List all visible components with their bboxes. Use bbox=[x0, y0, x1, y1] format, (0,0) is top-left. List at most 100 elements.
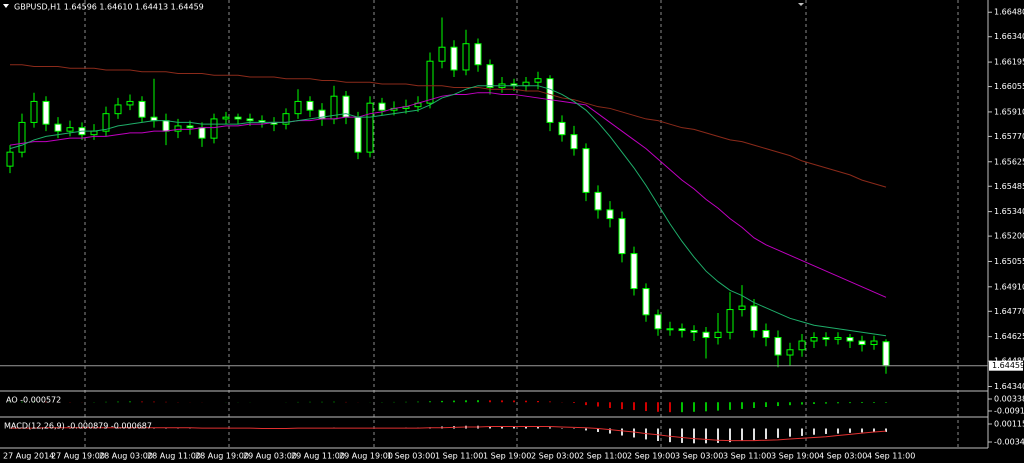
x-tick-label: 3 Sep 11:00 bbox=[723, 452, 771, 461]
current-price-box bbox=[989, 360, 1023, 371]
indicator-title: AO -0.000572 bbox=[6, 396, 61, 405]
indicator-line bbox=[9, 92, 887, 298]
candle-body bbox=[438, 46, 446, 62]
x-tick-label: 29 Aug 03:00 bbox=[243, 452, 297, 461]
candle-body bbox=[138, 100, 146, 118]
y-tick-label: 1.66195 bbox=[994, 58, 1024, 67]
candle-body bbox=[846, 337, 854, 342]
candle-body bbox=[246, 118, 254, 122]
candle-body bbox=[714, 331, 722, 339]
candle-body bbox=[534, 78, 542, 83]
x-tick-label: 3 Sep 19:00 bbox=[771, 452, 819, 461]
candle-body bbox=[198, 127, 206, 139]
x-tick-label: 1 Sep 03:00 bbox=[387, 452, 435, 461]
candle-body bbox=[114, 104, 122, 115]
candle-body bbox=[234, 116, 242, 120]
x-tick-label: 29 Aug 19:00 bbox=[339, 452, 393, 461]
candle-body bbox=[606, 209, 614, 220]
y-tick-label: 1.66055 bbox=[994, 82, 1024, 91]
candle-body bbox=[654, 314, 662, 330]
candle-body bbox=[726, 309, 734, 333]
y-tick-label: 1.64910 bbox=[994, 282, 1024, 291]
candle-body bbox=[798, 340, 806, 351]
y-tick-label: 1.65340 bbox=[994, 207, 1024, 216]
candle-body bbox=[570, 134, 578, 150]
candle-body bbox=[30, 100, 38, 123]
y-tick-label: 1.65770 bbox=[994, 132, 1024, 141]
y-tick-label: -0.009168 bbox=[994, 406, 1024, 415]
x-tick-label: 29 Aug 11:00 bbox=[291, 452, 345, 461]
candle-body bbox=[594, 191, 602, 211]
x-tick-label: 27 Aug 19:00 bbox=[51, 452, 105, 461]
chart-title: GBPUSD,H1 1.64596 1.64610 1.64413 1.6445… bbox=[14, 3, 204, 12]
candle-body bbox=[738, 305, 746, 311]
candle-body bbox=[126, 100, 134, 106]
candle-body bbox=[546, 78, 554, 123]
candle-body bbox=[282, 113, 290, 125]
candle-body bbox=[522, 81, 530, 87]
x-tick-label: 3 Sep 03:00 bbox=[675, 452, 723, 461]
candle-body bbox=[666, 328, 674, 331]
candle-body bbox=[354, 116, 362, 153]
candle-body bbox=[90, 130, 98, 136]
x-tick-label: 2 Sep 03:00 bbox=[531, 452, 579, 461]
candle-body bbox=[366, 102, 374, 153]
shift-marker bbox=[798, 3, 804, 6]
y-tick-label: 1.66340 bbox=[994, 32, 1024, 41]
candle-body bbox=[642, 288, 650, 316]
candle-body bbox=[630, 253, 638, 290]
candle-body bbox=[54, 123, 62, 132]
candle-body bbox=[18, 121, 26, 153]
candle-body bbox=[462, 43, 470, 71]
candle-body bbox=[174, 125, 182, 132]
candle-body bbox=[690, 330, 698, 333]
candle-body bbox=[870, 340, 878, 346]
x-tick-label: 1 Sep 11:00 bbox=[435, 452, 483, 461]
y-tick-label: 1.64340 bbox=[994, 382, 1024, 391]
y-tick-label: -0.003456 bbox=[994, 437, 1024, 446]
candle-body bbox=[786, 349, 794, 356]
candle-body bbox=[822, 337, 830, 340]
candle-body bbox=[582, 148, 590, 193]
candle-body bbox=[162, 120, 170, 132]
candle-body bbox=[450, 46, 458, 71]
x-tick-label: 2 Sep 19:00 bbox=[627, 452, 675, 461]
candle-body bbox=[486, 64, 494, 88]
y-tick-label: 0.001152 bbox=[994, 420, 1024, 429]
candle-body bbox=[774, 337, 782, 356]
x-tick-label: 4 Sep 03:00 bbox=[819, 452, 867, 461]
candle-body bbox=[42, 100, 50, 125]
candle-body bbox=[294, 100, 302, 115]
candle-body bbox=[858, 340, 866, 346]
x-tick-label: 28 Aug 11:00 bbox=[147, 452, 201, 461]
candle-body bbox=[810, 337, 818, 342]
candle-body bbox=[702, 331, 710, 339]
candle-body bbox=[6, 151, 14, 167]
y-tick-label: 1.65625 bbox=[994, 157, 1024, 166]
indicator-line bbox=[10, 64, 887, 188]
indicator-line bbox=[10, 426, 887, 442]
candle-body bbox=[210, 118, 218, 139]
y-tick-label: 1.66480 bbox=[994, 8, 1024, 17]
y-tick-label: 1.64625 bbox=[994, 332, 1024, 341]
menu-icon[interactable] bbox=[3, 4, 9, 8]
y-tick-label: 1.65910 bbox=[994, 107, 1024, 116]
x-tick-label: 1 Sep 19:00 bbox=[483, 452, 531, 461]
x-tick-label: 28 Aug 19:00 bbox=[195, 452, 249, 461]
candle-body bbox=[102, 113, 110, 132]
y-tick-label: 0.003386 bbox=[994, 394, 1024, 403]
y-tick-label: 1.65055 bbox=[994, 257, 1024, 266]
candle-body bbox=[882, 341, 890, 367]
y-tick-label: 1.65200 bbox=[994, 232, 1024, 241]
y-tick-label: 1.64770 bbox=[994, 307, 1024, 316]
candle-body bbox=[150, 116, 158, 122]
candle-body bbox=[222, 116, 230, 120]
candle-body bbox=[306, 100, 314, 111]
x-tick-label: 2 Sep 11:00 bbox=[579, 452, 627, 461]
indicator-line bbox=[9, 85, 887, 337]
x-tick-label: 28 Aug 03:00 bbox=[99, 452, 153, 461]
candle-body bbox=[474, 43, 482, 66]
candle-body bbox=[378, 102, 386, 111]
